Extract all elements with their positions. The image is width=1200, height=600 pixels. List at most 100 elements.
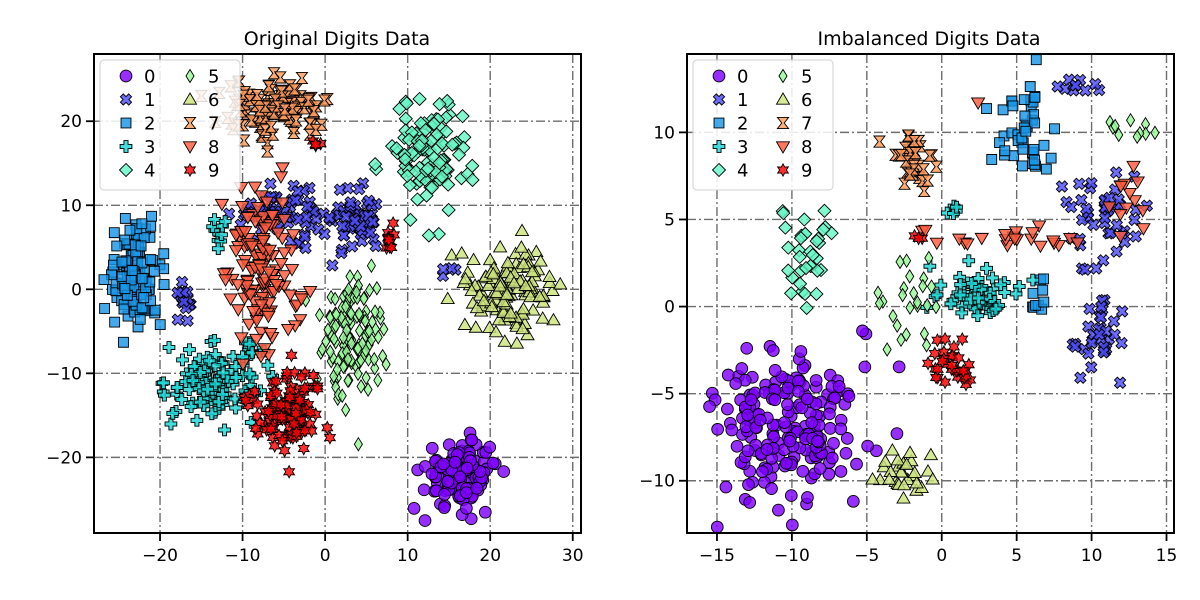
y-tick-label: 0 [664,298,675,318]
data-point-class-4 [797,212,812,227]
data-point-class-5 [331,318,341,334]
data-point-class-6 [542,275,558,289]
data-point-class-1 [369,239,382,253]
data-point-class-6 [454,246,469,259]
data-point-class-9 [952,350,965,366]
data-point-class-9 [921,356,935,371]
data-point-class-2 [1024,81,1036,92]
legend-label-1: 1 [737,90,748,111]
data-point-class-9 [938,374,952,390]
data-point-class-8 [1135,205,1151,218]
data-point-class-6 [466,252,481,266]
data-point-class-5 [873,285,883,301]
data-point-class-2 [158,279,170,290]
data-point-class-0 [823,407,836,421]
data-point-class-2 [1020,125,1032,137]
data-point-class-1 [1055,180,1069,193]
data-point-class-1 [352,182,366,196]
data-point-class-9 [282,464,296,479]
data-point-class-0 [418,514,432,527]
legend-marker-7 [183,116,197,130]
data-point-class-1 [1079,84,1092,97]
data-point-class-0 [730,439,744,453]
legend-label-8: 8 [208,137,219,158]
data-point-class-7 [295,71,309,85]
data-point-class-3 [965,277,978,290]
data-point-class-5 [360,313,370,329]
data-point-class-0 [856,324,869,338]
data-point-class-4 [810,263,825,278]
data-point-class-7 [317,94,331,107]
data-point-class-8 [1136,223,1151,236]
data-point-class-4 [399,96,414,111]
x-tick-label: 10 [397,546,419,566]
legend-marker-2 [713,117,725,129]
data-point-class-3 [211,242,225,256]
data-point-class-2 [1030,299,1041,311]
data-point-class-3 [184,400,198,413]
data-point-class-1 [299,241,312,255]
data-point-class-8 [263,327,278,341]
data-point-class-8 [1033,240,1048,254]
data-point-class-0 [832,380,846,393]
x-tick-label: 5 [1011,546,1022,566]
data-point-class-2 [108,259,119,271]
data-point-class-1 [1079,202,1093,216]
data-point-class-3 [953,288,967,302]
data-point-class-2 [136,273,148,285]
data-point-class-4 [403,212,418,228]
data-point-class-0 [765,482,778,495]
data-point-class-6 [499,287,515,300]
data-point-class-1 [1115,305,1129,318]
data-point-class-3 [923,259,937,273]
chart-title: Imbalanced Digits Data [817,28,1040,50]
data-point-class-9 [323,430,337,445]
legend-marker-1 [712,93,726,106]
y-tick-label: −10 [639,472,675,492]
data-point-class-0 [483,440,497,454]
data-point-class-2 [1017,160,1028,172]
data-point-class-0 [425,441,439,455]
data-point-class-5 [338,359,348,375]
data-point-class-7 [921,174,935,187]
data-point-class-3 [194,395,207,409]
data-point-class-0 [417,483,431,497]
axes-frame [686,53,1175,534]
data-point-class-5 [355,323,365,339]
data-point-class-2 [126,265,138,276]
data-point-class-8 [280,323,296,337]
data-point-class-8 [241,318,257,332]
data-point-class-4 [410,192,425,207]
legend-label-2: 2 [737,114,748,135]
axes-frame [93,53,582,534]
data-point-class-6 [546,312,561,326]
data-point-class-0 [486,456,500,470]
data-point-class-8 [253,299,269,312]
legend-label-0: 0 [737,67,748,88]
data-point-class-9 [270,385,283,401]
data-point-class-3 [228,392,242,406]
chart-title: Original Digits Data [244,28,430,50]
data-point-class-4 [778,220,793,235]
data-point-class-5 [924,250,934,266]
data-point-class-1 [1085,336,1098,350]
data-point-class-8 [285,229,301,242]
data-point-class-6 [515,321,530,335]
data-point-class-9 [321,420,334,435]
data-point-class-3 [998,286,1012,299]
data-point-class-0 [453,470,467,484]
data-point-class-3 [208,334,221,347]
data-point-class-0 [850,457,863,471]
data-point-class-7 [923,149,937,162]
data-point-class-1 [181,314,194,328]
data-point-class-2 [1038,296,1050,308]
legend-marker-7 [776,116,790,130]
data-point-class-7 [289,114,303,127]
data-point-class-4 [793,230,809,246]
data-point-class-0 [465,433,479,447]
data-point-class-5 [366,258,376,274]
legend-label-3: 3 [144,137,155,158]
data-point-class-2 [1019,110,1031,122]
data-point-class-6 [460,265,476,278]
data-point-class-8 [284,264,300,277]
